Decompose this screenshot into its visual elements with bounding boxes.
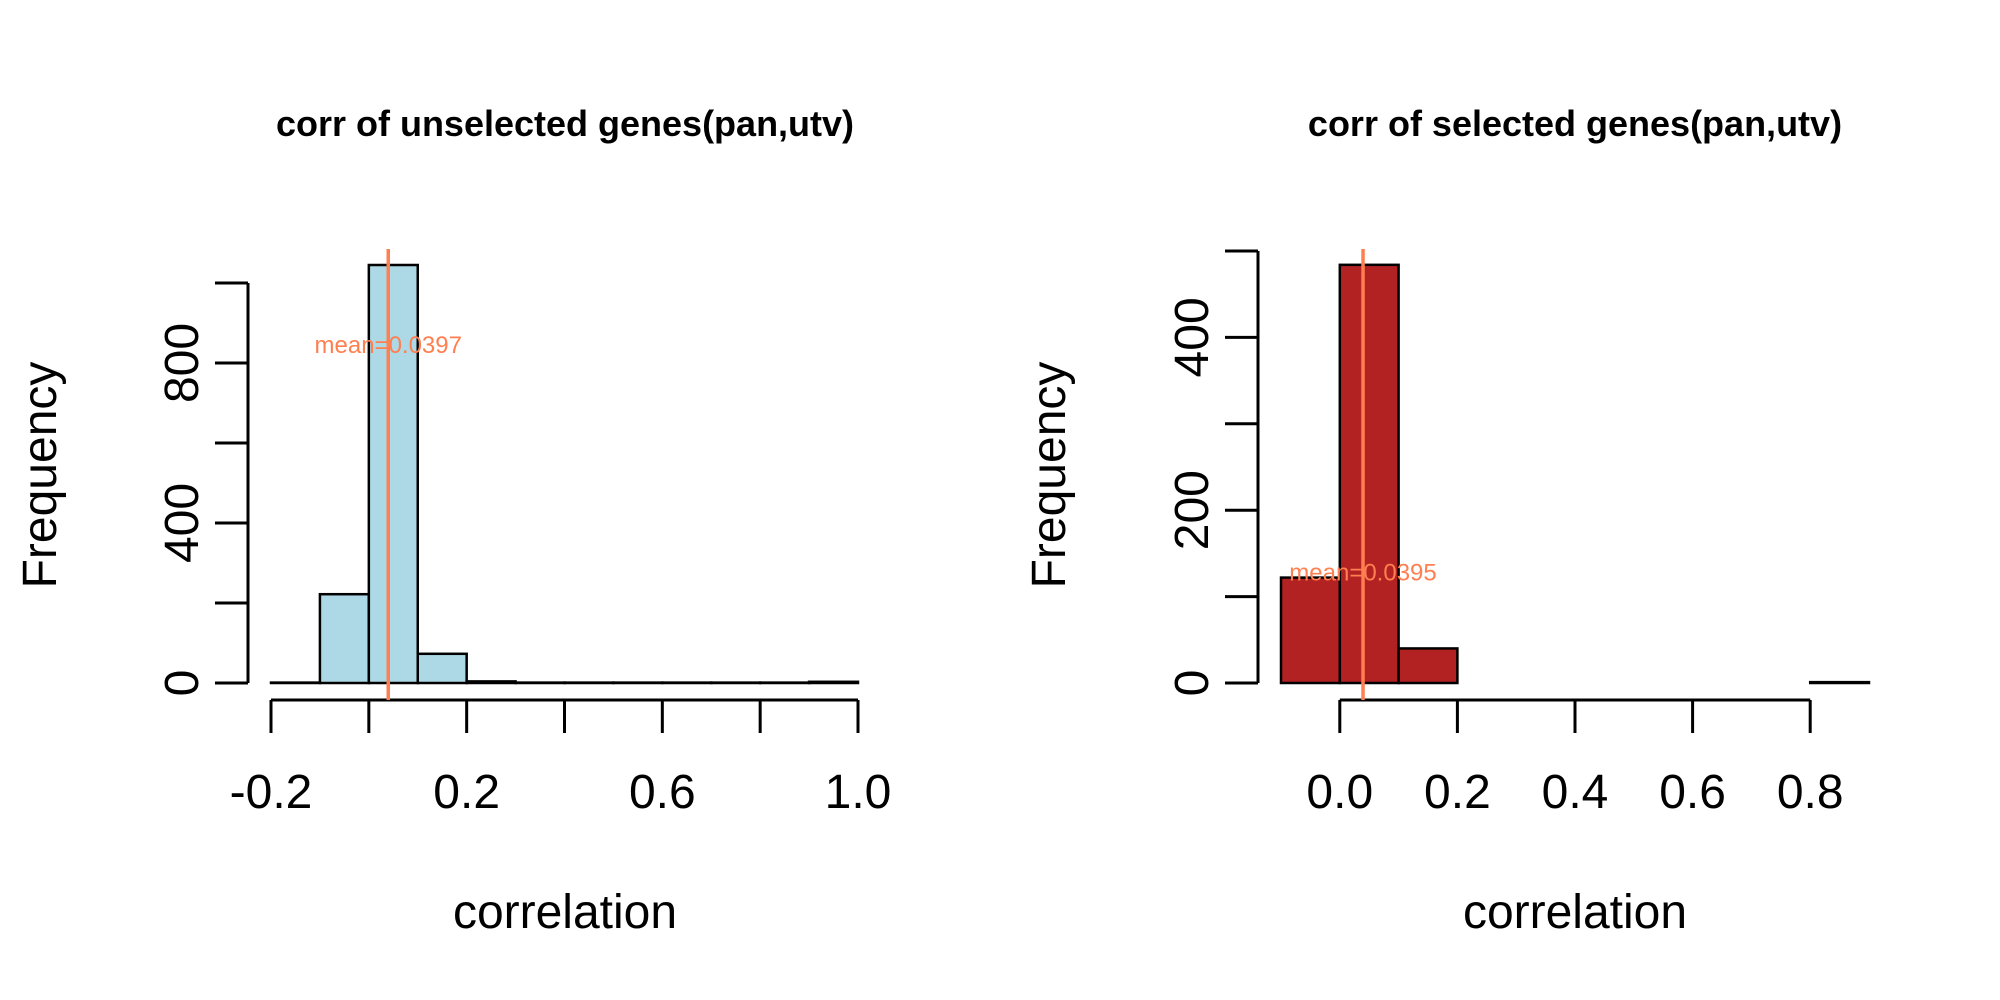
histogram-bars: [269, 263, 860, 685]
x-tick-label: 0.6: [1659, 766, 1726, 819]
histogram-bar: [367, 263, 420, 685]
x-tick-label: 0.0: [1306, 766, 1373, 819]
mean-marker: mean=0.0395: [1289, 249, 1437, 700]
x-axis-title: correlation: [453, 886, 677, 939]
x-tick-label: 0.2: [433, 766, 500, 819]
y-tick-label: 0: [1166, 670, 1219, 697]
y-axis-title: Frequency: [14, 362, 67, 589]
panel-title: corr of unselected genes(pan,utv): [276, 103, 854, 144]
mean-marker: mean=0.0397: [315, 249, 462, 700]
x-tick-label: 0.4: [1542, 766, 1609, 819]
x-tick-label: 0.2: [1424, 766, 1491, 819]
mean-annotation: mean=0.0397: [315, 332, 462, 359]
histogram-bar: [1397, 647, 1459, 685]
y-tick-label: 200: [1166, 470, 1219, 550]
histogram-bar: [416, 652, 468, 685]
y-tick-label: 400: [1166, 297, 1219, 377]
x-axis: -0.2 0.2 0.6 1.0: [230, 698, 892, 819]
y-axis: 0 400 800: [156, 281, 250, 697]
unselected-genes-histogram-panel: corr of unselected genes(pan,utv) correl…: [14, 103, 891, 939]
histogram-bar: [1338, 263, 1400, 685]
y-tick-label: 0: [156, 670, 209, 697]
histogram-bar: [807, 680, 860, 685]
histogram-bar: [318, 592, 371, 685]
panel-title: corr of selected genes(pan,utv): [1308, 103, 1842, 144]
histogram-bar: [1808, 680, 1871, 685]
histogram-bar: [1279, 576, 1342, 685]
mean-annotation: mean=0.0395: [1289, 559, 1436, 586]
x-tick-label: 0.6: [629, 766, 696, 819]
x-tick-label: 1.0: [825, 766, 892, 819]
histogram-bars: [1279, 263, 1871, 685]
x-tick-label: 0.8: [1777, 766, 1844, 819]
histogram-bar: [465, 680, 517, 685]
y-axis: 0 200 400: [1166, 249, 1260, 697]
selected-genes-histogram-panel: corr of selected genes(pan,utv) correlat…: [1023, 103, 1871, 939]
y-axis-title: Frequency: [1023, 362, 1076, 589]
x-axis: 0.0 0.2 0.4 0.6 0.8: [1306, 698, 1844, 819]
x-tick-label: -0.2: [230, 766, 313, 819]
y-tick-label: 400: [156, 483, 209, 563]
x-axis-title: correlation: [1463, 886, 1687, 939]
y-tick-label: 800: [156, 323, 209, 403]
